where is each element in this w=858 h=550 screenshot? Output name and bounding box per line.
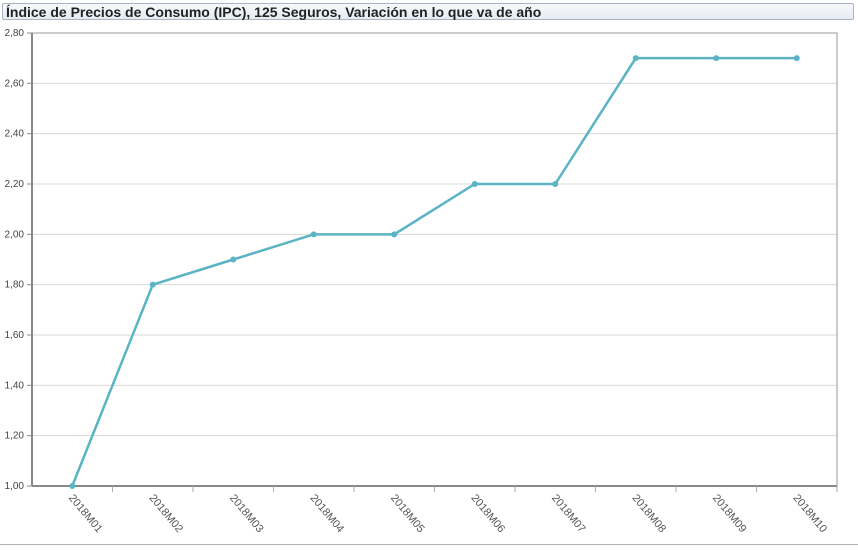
data-point xyxy=(69,483,76,489)
divider xyxy=(0,544,858,545)
data-point xyxy=(552,181,559,187)
y-tick-label: 2,20 xyxy=(5,179,25,190)
x-tick-label: 2018M08 xyxy=(629,492,668,535)
x-tick-label: 2018M01 xyxy=(66,492,105,535)
x-tick-label: 2018M04 xyxy=(307,492,346,535)
y-tick-label: 1,00 xyxy=(5,481,25,492)
x-tick-label: 2018M10 xyxy=(790,492,829,535)
y-tick-label: 1,40 xyxy=(5,380,25,391)
data-point xyxy=(713,55,720,62)
x-tick-label: 2018M06 xyxy=(468,492,507,535)
x-tick-label: 2018M03 xyxy=(227,492,266,535)
x-tick-label: 2018M07 xyxy=(549,492,588,535)
y-tick-label: 2,00 xyxy=(5,229,25,240)
data-point xyxy=(471,181,478,187)
data-point xyxy=(391,231,398,238)
data-point xyxy=(632,55,639,62)
data-point xyxy=(310,231,317,238)
chart-title: Índice de Precios de Consumo (IPC), 125 … xyxy=(2,3,854,20)
series-line xyxy=(71,56,797,487)
y-tick-label: 2,60 xyxy=(5,78,25,89)
y-tick-label: 2,40 xyxy=(5,129,25,140)
y-tick-label: 1,20 xyxy=(5,431,25,442)
data-point xyxy=(230,256,237,263)
y-tick-label: 1,80 xyxy=(5,280,25,291)
x-tick-label: 2018M09 xyxy=(710,492,749,535)
x-tick-label: 2018M05 xyxy=(388,492,427,535)
y-tick-label: 1,60 xyxy=(5,330,25,341)
y-tick-label: 2,80 xyxy=(5,28,25,39)
plot-border xyxy=(31,32,838,487)
data-point xyxy=(149,281,156,288)
x-tick-label: 2018M02 xyxy=(146,492,185,535)
data-point xyxy=(793,55,800,62)
